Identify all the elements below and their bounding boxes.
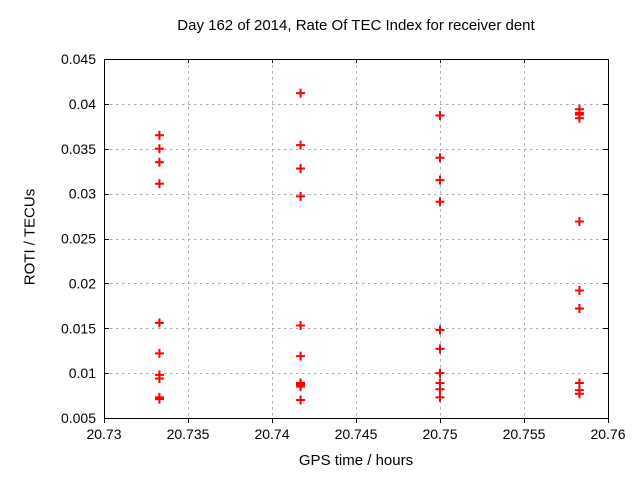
y-tick-label: 0.02 [69, 275, 96, 291]
x-tick-label: 20.73 [86, 426, 121, 442]
data-point-marker [574, 216, 584, 226]
x-tick-label: 20.75 [422, 426, 457, 442]
x-axis-label: GPS time / hours [298, 452, 414, 469]
data-point-marker [574, 113, 584, 123]
y-tick-label: 0.015 [61, 320, 96, 336]
data-point-marker [154, 179, 164, 189]
data-point-marker [296, 351, 306, 361]
data-point-marker [435, 197, 445, 207]
data-point-marker [296, 88, 306, 98]
data-point-marker [296, 321, 306, 331]
data-point-marker [154, 318, 164, 328]
x-tick-label: 20.735 [167, 426, 210, 442]
y-tick-label: 0.025 [61, 231, 96, 247]
x-tick-label: 20.755 [503, 426, 546, 442]
data-point-marker [435, 175, 445, 185]
data-point-marker [574, 286, 584, 296]
y-tick-label: 0.005 [61, 410, 96, 426]
data-point-marker [296, 163, 306, 173]
data-point-marker [296, 382, 306, 392]
data-point-marker [435, 111, 445, 121]
data-point-marker [154, 348, 164, 358]
chart-title: Day 162 of 2014, Rate Of TEC Index for r… [177, 17, 535, 34]
data-point-marker [296, 191, 306, 201]
data-point-marker [435, 344, 445, 354]
y-tick-label: 0.035 [61, 141, 96, 157]
data-point-marker [574, 389, 584, 399]
data-point-marker [435, 384, 445, 394]
data-point-marker [296, 395, 306, 405]
data-point-marker [435, 153, 445, 163]
x-tick-label: 20.745 [335, 426, 378, 442]
data-point-marker [296, 140, 306, 150]
y-tick-label: 0.01 [69, 365, 96, 381]
data-point-marker [435, 325, 445, 335]
x-tick-label: 20.76 [590, 426, 625, 442]
x-tick-label: 20.74 [254, 426, 289, 442]
y-tick-label: 0.045 [61, 51, 96, 67]
data-point-marker [154, 394, 164, 404]
data-point-marker [435, 392, 445, 402]
data-point-marker [154, 374, 164, 384]
data-point-marker [154, 130, 164, 140]
data-point-marker [435, 368, 445, 378]
data-point-marker [154, 144, 164, 154]
data-point-marker [154, 157, 164, 167]
data-point-marker [574, 304, 584, 314]
y-tick-label: 0.04 [69, 96, 96, 112]
y-tick-label: 0.03 [69, 186, 96, 202]
